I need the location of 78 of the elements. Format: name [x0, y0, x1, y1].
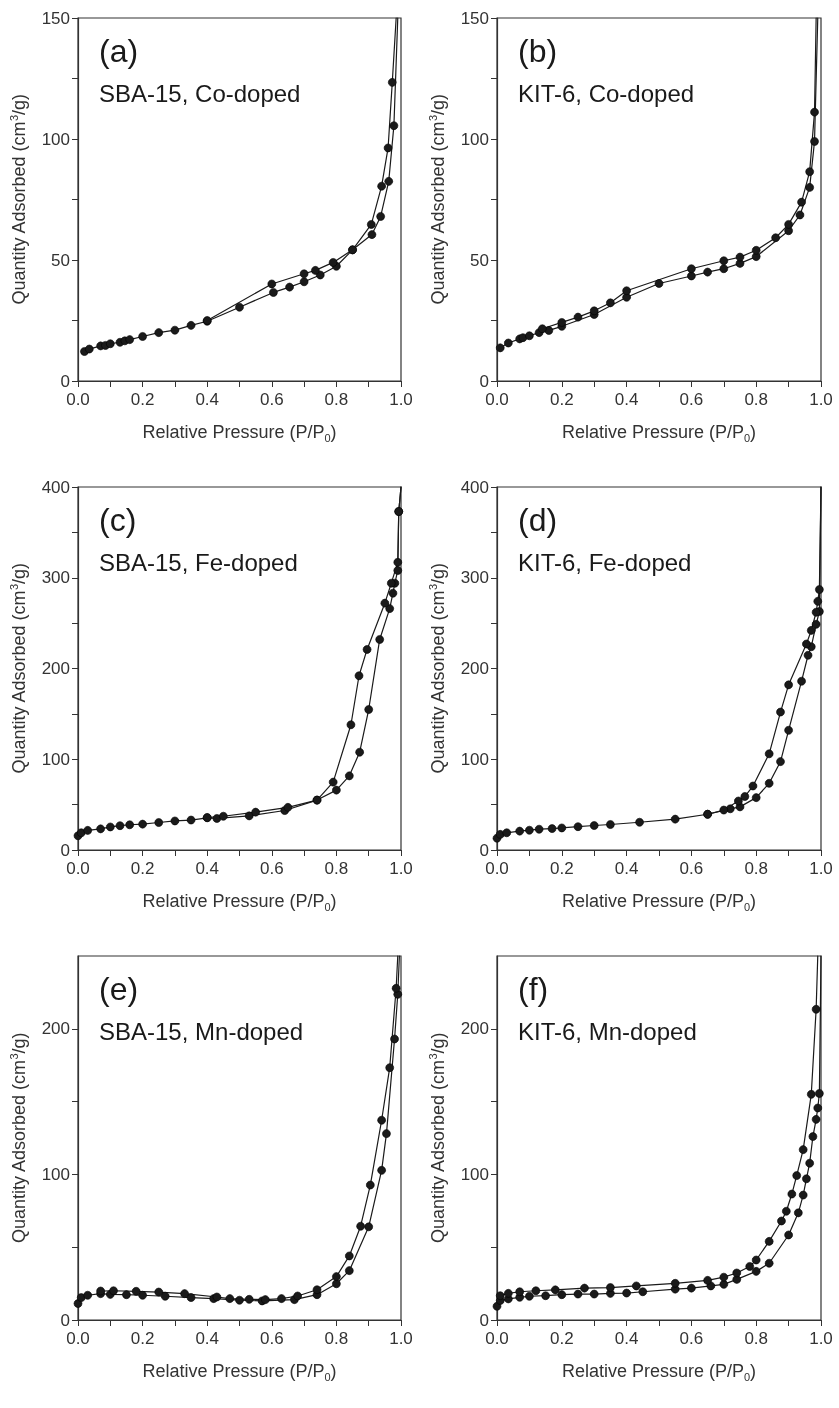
y-axis-title: Quantity Adsorbed (cm3/g): [426, 1032, 448, 1244]
x-tick-label: 1.0: [389, 859, 413, 878]
y-axis-title: Quantity Adsorbed (cm3/g): [7, 562, 29, 774]
y-tick-label: 400: [460, 477, 489, 497]
text: SBA-15, Mn-doped: [99, 1017, 304, 1045]
x-tick-label: 0.2: [549, 1329, 574, 1348]
text: (c): [99, 502, 137, 538]
x-tick-label: 1.0: [809, 859, 833, 878]
y-tick-label: 100: [41, 129, 70, 149]
x-tick-label: 0.2: [549, 390, 574, 409]
text: (a): [99, 33, 139, 69]
y-tick-label: 100: [460, 129, 489, 149]
y-tick-label: 0: [479, 1310, 489, 1330]
y-tick-label: 400: [41, 477, 70, 497]
x-tick-label: 0.0: [485, 859, 509, 878]
x-tick-label: 0.6: [679, 859, 704, 878]
x-tick-label: 0.0: [485, 390, 509, 409]
y-tick-label: 0: [60, 840, 70, 860]
text: (f): [518, 971, 549, 1007]
text: KIT-6, Co-doped: [518, 79, 695, 107]
y-tick-label: 100: [460, 749, 489, 769]
x-tick-label: 0.6: [259, 390, 284, 409]
x-tick-label: 0.2: [549, 859, 574, 878]
x-tick-label: 0.8: [324, 390, 349, 409]
x-tick-label: 0.0: [66, 390, 90, 409]
x-tick-label: 0.8: [324, 859, 349, 878]
y-tick-label: 0: [479, 371, 489, 391]
x-tick-label: 0.8: [744, 1329, 769, 1348]
text: SBA-15, Co-doped: [99, 79, 301, 107]
y-axis-title: Quantity Adsorbed (cm3/g): [426, 562, 448, 774]
y-tick-label: 150: [460, 8, 489, 28]
y-tick-label: 200: [41, 659, 70, 678]
x-tick-label: 0.8: [744, 859, 769, 878]
x-tick-label: 0.0: [485, 1329, 509, 1348]
x-tick-label: 0.0: [66, 1329, 90, 1348]
y-tick-label: 100: [41, 1164, 70, 1184]
x-tick-label: 0.6: [679, 1329, 704, 1348]
x-tick-label: 0.2: [130, 1329, 155, 1348]
text: KIT-6, Fe-doped: [518, 548, 692, 576]
y-tick-label: 0: [60, 1310, 70, 1330]
x-tick-label: 0.8: [744, 390, 769, 409]
y-tick-label: 300: [460, 568, 489, 588]
y-tick-label: 50: [51, 250, 70, 270]
x-tick-label: 0.6: [259, 859, 284, 878]
x-tick-label: 0.4: [195, 390, 220, 409]
text: SBA-15, Fe-doped: [99, 548, 298, 576]
y-tick-label: 200: [460, 659, 489, 678]
x-tick-label: 1.0: [809, 1329, 833, 1348]
x-tick-label: 0.6: [679, 390, 704, 409]
y-axis-title: Quantity Adsorbed (cm3/g): [7, 1032, 29, 1244]
text: (d): [518, 502, 558, 538]
y-axis-title: Quantity Adsorbed (cm3/g): [426, 93, 448, 305]
text: KIT-6, Mn-doped: [518, 1017, 697, 1045]
x-tick-label: 0.8: [324, 1329, 349, 1348]
x-tick-label: 0.4: [614, 859, 639, 878]
x-tick-label: 0.4: [614, 390, 639, 409]
x-tick-label: 0.2: [130, 859, 155, 878]
x-tick-label: 0.6: [259, 1329, 284, 1348]
y-tick-label: 200: [41, 1019, 70, 1039]
y-tick-label: 0: [60, 371, 70, 391]
y-tick-label: 300: [41, 568, 70, 588]
y-axis-title: Quantity Adsorbed (cm3/g): [7, 93, 29, 305]
x-tick-label: 0.4: [614, 1329, 639, 1348]
x-tick-label: 1.0: [809, 390, 833, 409]
x-tick-label: 1.0: [389, 1329, 413, 1348]
x-tick-label: 1.0: [389, 390, 413, 409]
x-tick-label: 0.4: [195, 859, 220, 878]
x-tick-label: 0.0: [66, 859, 90, 878]
y-tick-label: 150: [41, 8, 70, 28]
y-tick-label: 100: [460, 1164, 489, 1184]
y-tick-label: 0: [479, 840, 489, 860]
x-tick-label: 0.2: [130, 390, 155, 409]
x-tick-label: 0.4: [195, 1329, 220, 1348]
text: (b): [518, 33, 558, 69]
y-tick-label: 100: [41, 749, 70, 769]
y-tick-label: 200: [460, 1019, 489, 1039]
text: (e): [99, 971, 139, 1007]
y-tick-label: 50: [470, 250, 489, 270]
